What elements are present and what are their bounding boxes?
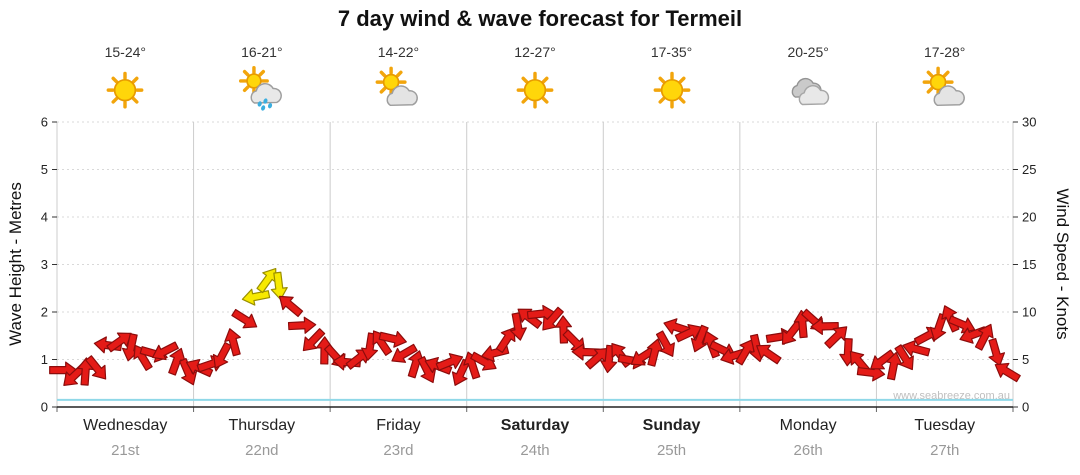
wind-arrow (554, 315, 572, 344)
chart-title: 7 day wind & wave forecast for Termeil (337, 6, 743, 31)
wind-arrow (302, 328, 326, 352)
temperature-range: 15-24° (104, 44, 146, 60)
wind-arrow (509, 312, 527, 341)
day-date: 21st (111, 442, 140, 459)
weather-icon-partly-cloudy (375, 66, 421, 112)
temperature-range: 16-21° (241, 44, 283, 60)
wind-arrow (810, 317, 839, 335)
wind-arrow (824, 326, 848, 349)
day-name: Thursday (228, 417, 296, 434)
wind-arrow (655, 330, 675, 357)
left-tick-label: 3 (41, 257, 48, 272)
left-tick-label: 2 (41, 305, 48, 320)
axis-ticks: 0 1 2 3 4 5 6 0 5 10 15 20 25 30 (41, 115, 1037, 415)
wind-arrow (451, 358, 471, 386)
weather-icon-sunny (102, 66, 148, 112)
wind-arrow (902, 339, 931, 357)
weather-icon-sunny (512, 66, 558, 112)
day-name: Friday (376, 417, 421, 434)
weather-icon-cloudy (785, 66, 831, 112)
day-date: 23rd (383, 442, 414, 459)
wind-arrow (241, 288, 271, 306)
left-tick-label: 5 (41, 162, 48, 177)
right-tick-label: 20 (1022, 210, 1036, 225)
day-name: Wednesday (83, 417, 168, 434)
day-date: 27th (930, 442, 960, 459)
day-name: Saturday (500, 417, 570, 434)
temperature-range: 17-35° (650, 44, 693, 60)
wind-arrow (85, 355, 107, 380)
right-tick-label: 0 (1022, 400, 1029, 415)
temperature-range: 20-25° (787, 44, 829, 60)
left-tick-label: 4 (41, 210, 48, 225)
left-tick-label: 0 (41, 400, 48, 415)
wind-arrow (270, 271, 288, 301)
wind-arrow (988, 338, 1006, 367)
wind-arrow (224, 328, 241, 357)
wind-arrow (929, 313, 948, 341)
wind-arrow (542, 306, 564, 331)
wind-arrow (278, 295, 304, 318)
temperature-range: 17-28° (924, 44, 966, 60)
right-tick-label: 15 (1022, 257, 1036, 272)
wind-arrow (435, 353, 464, 371)
day-name: Tuesday (914, 417, 976, 434)
wind-arrow (974, 323, 994, 351)
day-date: 22nd (245, 442, 279, 459)
wind-arrow (372, 330, 393, 356)
wind-arrow (994, 362, 1021, 383)
wind-arrow (885, 351, 903, 381)
weather-icon-rain (238, 66, 285, 112)
right-tick-label: 25 (1022, 162, 1036, 177)
watermark-text: www.seabreeze.com.au (893, 390, 1010, 402)
wind-arrows (49, 267, 1021, 386)
day-date: 24th (520, 442, 550, 459)
weather-icon-sunny (649, 66, 695, 112)
wind-arrow (212, 341, 232, 369)
right-tick-label: 5 (1022, 352, 1029, 367)
wind-arrow (756, 344, 782, 365)
right-tick-label: 30 (1022, 115, 1036, 130)
wind-arrow (378, 330, 407, 348)
wind-arrow (391, 343, 418, 363)
wind-arrow (152, 341, 179, 361)
day-date: 26th (793, 442, 823, 459)
day-date: 25th (656, 442, 687, 459)
day-name: Sunday (642, 417, 701, 434)
wind-arrow (315, 336, 334, 365)
temperature-range: 12-27° (514, 44, 556, 60)
wind-arrow (870, 349, 896, 370)
right-tick-label: 10 (1022, 305, 1036, 320)
wind-arrow (894, 344, 914, 371)
wind-arrow (231, 308, 258, 329)
weather-icon-partly-cloudy (922, 66, 968, 112)
left-tick-label: 1 (41, 352, 48, 367)
temperature-range: 14-22° (377, 44, 420, 60)
wind-arrow (646, 338, 664, 367)
wind-arrow (287, 316, 317, 334)
wind-arrow (168, 347, 186, 376)
day-name: Monday (779, 417, 837, 434)
left-tick-label: 6 (41, 115, 48, 130)
wind-arrow (781, 320, 803, 345)
